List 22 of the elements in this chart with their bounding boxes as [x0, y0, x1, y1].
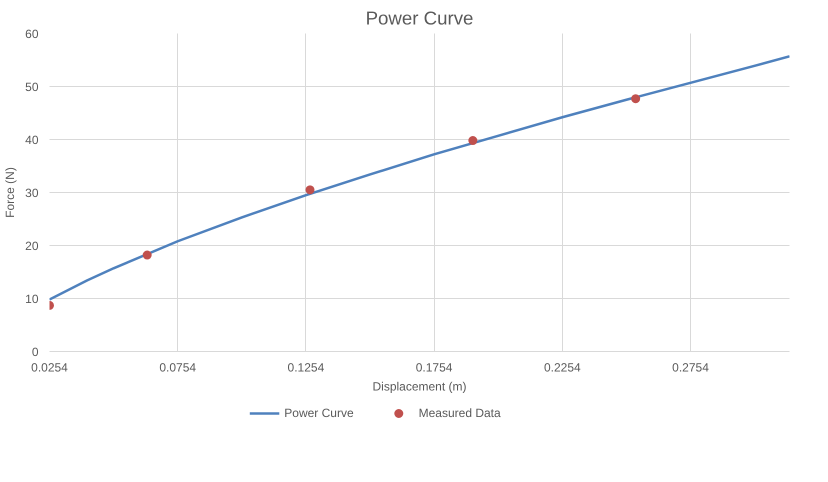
- x-tick-label: 0.0754: [159, 360, 196, 374]
- point: [468, 136, 478, 146]
- x-axis-title: Displacement (m): [372, 380, 467, 394]
- y-tick-label: 50: [25, 80, 39, 94]
- y-tick-label: 10: [25, 292, 39, 306]
- point: [306, 185, 315, 194]
- y-tick-label: 40: [25, 133, 39, 147]
- point: [142, 250, 152, 260]
- y-tick-label: 20: [25, 239, 39, 253]
- x-tick-label: 0.2254: [544, 360, 581, 374]
- x-tick-label: 0.2754: [672, 360, 710, 374]
- point: [631, 94, 640, 104]
- y-tick-label: 0: [32, 345, 39, 359]
- x-tick-label: 0.1754: [416, 360, 453, 374]
- legend-label: Power Curve: [284, 406, 354, 420]
- y-axis-title: Force (N): [3, 167, 18, 218]
- y-tick-label: 60: [25, 27, 39, 41]
- chart-title: Power Curve: [366, 8, 474, 28]
- y-tick-label: 30: [25, 186, 39, 200]
- x-tick-label: 0.0254: [31, 360, 68, 374]
- legend-label: Measured Data: [418, 406, 501, 420]
- x-tick-label: 0.1254: [288, 360, 325, 374]
